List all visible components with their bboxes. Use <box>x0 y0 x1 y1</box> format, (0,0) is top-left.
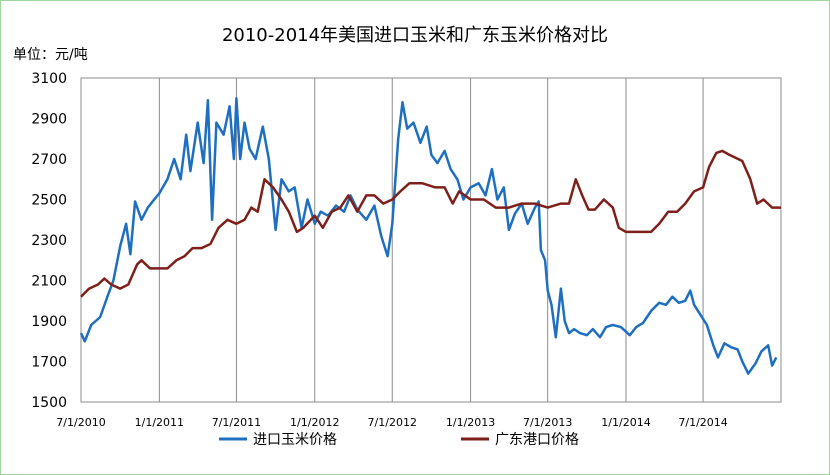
x-tick-label: 7/1/2014 <box>678 416 727 429</box>
x-tick-label: 1/1/2014 <box>601 416 650 429</box>
legend: 进口玉米价格 广东港口价格 <box>219 432 579 448</box>
series-line <box>79 97 778 375</box>
x-tick-label: 7/1/2012 <box>368 416 417 429</box>
series-line <box>80 149 781 298</box>
y-tick-label: 3100 <box>31 71 67 87</box>
x-tick-label: 1/1/2011 <box>135 416 184 429</box>
x-tick-label: 7/1/2011 <box>212 416 261 429</box>
legend-label: 广东港口价格 <box>495 432 579 448</box>
x-tick-label: 7/1/2013 <box>523 416 572 429</box>
y-tick-label: 1500 <box>31 395 67 411</box>
legend-label: 进口玉米价格 <box>253 432 337 448</box>
chart-title: 2010-2014年美国进口玉米和广东玉米价格对比 <box>222 25 608 46</box>
y-tick-label: 1700 <box>31 355 67 371</box>
y-tick-label: 2100 <box>31 274 67 290</box>
x-tick-label: 1/1/2012 <box>290 416 339 429</box>
grid-lines <box>158 78 704 402</box>
series-lines <box>79 97 781 375</box>
y-tick-label: 1900 <box>31 314 67 330</box>
y-tick-label: 2500 <box>31 193 67 209</box>
y-axis-unit-label: 单位：元/吨 <box>13 47 88 63</box>
x-tick-label: 7/1/2010 <box>56 416 105 429</box>
plot-area <box>80 77 782 403</box>
x-tick-label: 1/1/2013 <box>446 416 495 429</box>
x-axis-ticks: 7/1/2010 1/1/2011 7/1/2011 1/1/2012 7/1/2012… <box>56 416 727 429</box>
y-axis-ticks: 3100 2900 2700 2500 2300 2100 1900 1700 1500 <box>31 71 67 411</box>
y-tick-label: 2900 <box>31 112 67 128</box>
y-tick-label: 2300 <box>31 233 67 249</box>
y-tick-label: 2700 <box>31 152 67 168</box>
